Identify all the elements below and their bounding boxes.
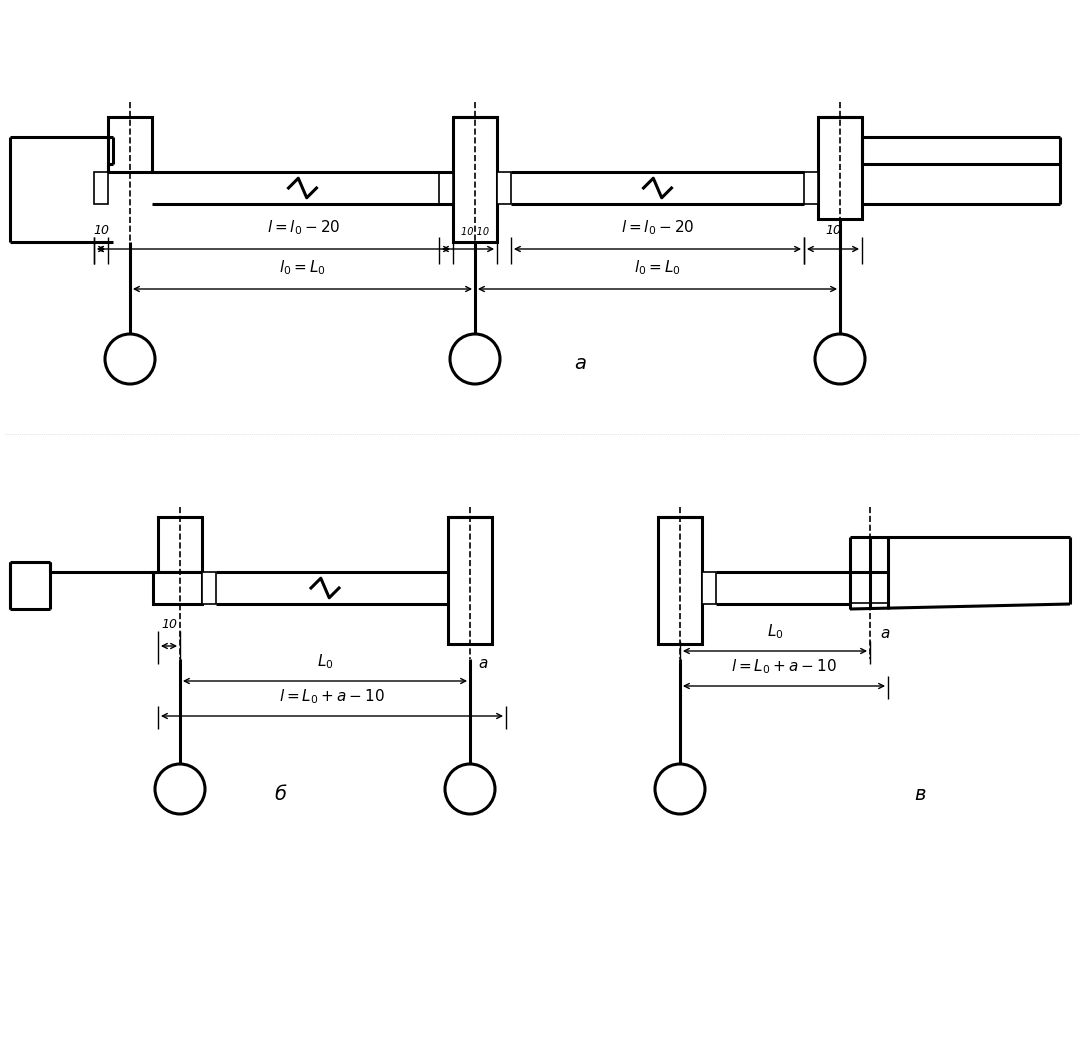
Text: $a$: $a$ (478, 656, 489, 671)
Text: 10: 10 (93, 224, 109, 237)
Bar (448, 517, 492, 644)
Text: a: a (575, 355, 586, 374)
Bar (496, 172, 511, 204)
Text: б: б (274, 784, 286, 804)
Bar (804, 172, 818, 204)
Bar (158, 517, 202, 572)
Bar (108, 117, 152, 172)
Text: $l_0 = L_0$: $l_0 = L_0$ (634, 258, 681, 277)
Text: 10 10: 10 10 (461, 227, 489, 237)
Text: $l = L_0+a-10$: $l = L_0+a-10$ (279, 687, 385, 706)
Bar (439, 172, 453, 204)
Bar (202, 572, 216, 604)
Bar (818, 117, 862, 219)
Text: $L_0$: $L_0$ (317, 652, 333, 671)
Bar (658, 517, 702, 644)
Bar (453, 117, 496, 242)
Bar (153, 572, 202, 604)
Text: $a$: $a$ (880, 626, 890, 641)
Text: в: в (914, 784, 926, 804)
Text: $l_0 = L_0$: $l_0 = L_0$ (279, 258, 326, 277)
Bar (94, 172, 108, 204)
Text: $L_0$: $L_0$ (766, 622, 784, 641)
Text: 10: 10 (825, 224, 841, 237)
Text: $l = l_0-20$: $l = l_0-20$ (267, 218, 340, 237)
Text: 10: 10 (162, 618, 177, 631)
Text: $l = l_0-20$: $l = l_0-20$ (621, 218, 694, 237)
Bar (702, 572, 717, 604)
Text: $l = L_0+a-10$: $l = L_0+a-10$ (731, 658, 837, 677)
